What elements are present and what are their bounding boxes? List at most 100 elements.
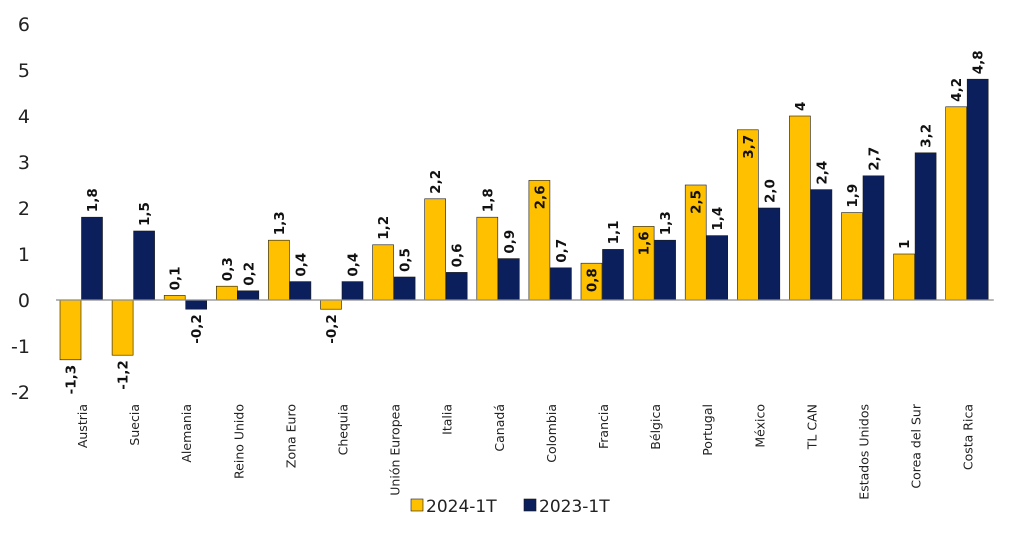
x-tick-label: Alemania (179, 404, 194, 463)
data-labels-group: -1,3 1,8 -1,2 1,5 0,1 -0,2 0,3 0,2 1,3 0,4 -0,2 0,4… (64, 50, 987, 394)
x-axis-labels: Austria Suecia Alemania Reino Unido Zona Eur… (75, 403, 976, 500)
bar-series-2 (497, 258, 520, 301)
x-tick-label: Corea del Sur (909, 403, 924, 488)
legend-label: 2024-1T (426, 497, 497, 517)
x-tick-label: Austria (75, 404, 90, 448)
x-tick-label: México (752, 404, 767, 448)
y-tick-label: 6 (18, 14, 30, 36)
bar-series-2 (81, 216, 103, 301)
x-tick-label: Portugal (700, 404, 715, 456)
data-label: 0,5 (398, 248, 414, 272)
data-label: 0,7 (554, 239, 570, 263)
x-tick-label: Estados Unidos (857, 404, 872, 500)
bar-series-1 (59, 299, 82, 361)
bar-series-1 (476, 216, 499, 301)
data-label: 0,4 (346, 253, 362, 277)
bar-series-1 (424, 198, 447, 301)
bar-series-1 (163, 295, 186, 301)
legend: 2024-1T 2023-1T (410, 497, 610, 517)
x-tick-label: Unión Europea (388, 404, 403, 496)
data-label: 1,1 (606, 220, 622, 244)
y-tick-label: 0 (18, 290, 30, 312)
bar-series-1 (111, 299, 134, 356)
data-label: -0,2 (189, 314, 205, 344)
data-label: 0,4 (293, 253, 309, 277)
x-tick-label: Zona Euro (283, 404, 298, 468)
bar-series-2 (810, 189, 833, 301)
bar-series-2 (133, 230, 155, 301)
bar-series-2 (185, 299, 207, 310)
data-label: 1,8 (480, 188, 496, 212)
legend-label: 2023-1T (539, 497, 610, 517)
bar-series-2 (966, 78, 989, 301)
data-label: 2,4 (814, 161, 830, 185)
bar-series-2 (341, 281, 364, 301)
bar-series-1 (372, 244, 394, 301)
data-label: 4,8 (971, 50, 987, 74)
bar-series-1 (945, 106, 968, 301)
x-tick-label: Suecia (127, 404, 142, 446)
x-tick-label: Reino Unido (231, 404, 246, 479)
data-label: 2,7 (867, 147, 883, 171)
bar-series-2 (758, 207, 781, 301)
data-label: 0,1 (168, 266, 184, 290)
data-label: 1,3 (272, 211, 288, 235)
data-label: 1,9 (845, 184, 861, 208)
y-tick-label: -2 (11, 382, 30, 404)
data-label: 1,2 (376, 216, 392, 240)
data-label: 1,6 (637, 231, 653, 255)
data-label: 2,6 (532, 185, 548, 209)
data-label: 2,2 (428, 170, 444, 194)
bar-series-1 (268, 239, 290, 301)
y-tick-label: -1 (11, 336, 30, 358)
y-tick-label: 2 (18, 198, 30, 220)
y-tick-label: 4 (18, 106, 30, 128)
data-label: 1,4 (710, 207, 726, 231)
data-label: -1,3 (64, 365, 80, 395)
data-label: 0,3 (220, 257, 236, 281)
data-label: 0,2 (241, 262, 257, 286)
y-tick-label: 1 (18, 244, 30, 266)
x-tick-label: Bélgica (648, 404, 663, 450)
x-tick-label: TL CAN (804, 404, 819, 450)
data-label: 4,2 (949, 78, 965, 102)
x-tick-label: Francia (596, 404, 611, 449)
y-tick-label: 3 (18, 152, 30, 174)
data-label: 3,2 (919, 124, 935, 148)
y-tick-label: 5 (18, 60, 30, 82)
legend-swatch (410, 498, 424, 512)
x-tick-label: Chequia (336, 404, 351, 455)
bar-series-2 (914, 152, 937, 301)
bar-series-1 (320, 299, 342, 310)
data-label: 0,9 (502, 230, 518, 254)
bar-series-2 (654, 239, 676, 301)
x-tick-label: Costa Rica (961, 404, 976, 470)
data-label: -1,2 (116, 360, 132, 390)
bar-series-2 (289, 281, 312, 301)
data-label: 1,8 (85, 188, 101, 212)
y-axis: -2 -1 0 1 2 3 4 5 6 (11, 14, 30, 404)
x-tick-label: Colombia (544, 404, 559, 463)
bar-series-1 (893, 253, 915, 301)
data-label: 1,5 (137, 202, 153, 226)
bar-series-1 (216, 285, 238, 301)
data-label: 1 (897, 240, 913, 249)
data-label: 0,6 (450, 243, 466, 267)
bar-series-2 (706, 235, 729, 301)
data-label: 2,5 (689, 190, 705, 214)
data-label: 3,7 (741, 135, 757, 159)
bar-series-2 (602, 249, 624, 301)
legend-swatch (523, 498, 537, 512)
bar-series-2 (862, 175, 885, 301)
data-label: -0,2 (324, 314, 340, 344)
x-tick-label: Canadá (492, 404, 507, 452)
bar-series-2 (237, 290, 260, 301)
data-label: 0,8 (585, 268, 601, 292)
bar-series-1 (841, 212, 863, 301)
data-label: 4 (793, 102, 809, 111)
bar-series-2 (550, 267, 572, 301)
data-label: 1,3 (658, 211, 674, 235)
bar-series-1 (789, 115, 811, 301)
bar-series-2 (393, 276, 416, 301)
